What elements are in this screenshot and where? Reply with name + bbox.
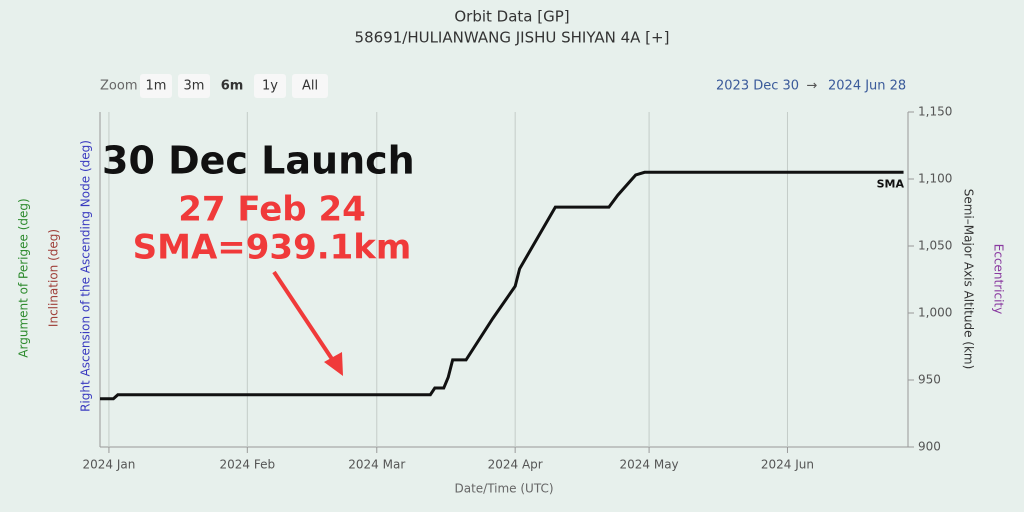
eccentricity-axis-title: Eccentricity (992, 244, 1006, 314)
zoom-button[interactable] (254, 74, 286, 98)
zoom-button-label[interactable]: All (302, 79, 318, 94)
x-tick-label: 2024 Jan (82, 458, 135, 472)
annotation: 30 Dec Launch (102, 139, 415, 183)
series-label: SMA (877, 177, 905, 190)
zoom-button-label[interactable]: 3m (184, 79, 205, 94)
range-arrow: → (807, 79, 818, 94)
y-tick-label: 1,100 (918, 172, 952, 186)
chart-subtitle: 58691/HULIANWANG JISHU SHIYAN 4A [+] (355, 29, 670, 47)
x-tick-label: 2024 Apr (488, 458, 543, 472)
zoom-button[interactable] (178, 74, 210, 98)
zoom-button-label[interactable]: 1y (262, 79, 278, 94)
range-display: 2023 Dec 30 → 2024 Jun 28 (716, 79, 906, 94)
y-tick-label: 900 (918, 440, 941, 454)
left-axis-title: Right Ascension of the Ascending Node (d… (79, 140, 93, 412)
y-tick-label: 1,000 (918, 306, 952, 320)
range-from: 2023 Dec 30 (716, 79, 799, 94)
y-tick-label: 1,150 (918, 105, 952, 119)
x-tick-label: 2024 Jun (761, 458, 814, 472)
zoom-button[interactable] (140, 74, 172, 98)
x-axis-title: Date/Time (UTC) (454, 482, 553, 496)
chart-title: Orbit Data [GP] (454, 8, 569, 26)
series-line (100, 170, 904, 401)
y-axis-title: Semi–Major Axis Altitude (km) (962, 189, 976, 370)
zoom-button[interactable] (292, 74, 328, 98)
annotation: SMA=939.1km (133, 228, 412, 268)
annotation-arrowhead (324, 352, 343, 376)
annotation: 27 Feb 24 (178, 190, 366, 230)
x-tick-label: 2024 May (619, 458, 678, 472)
range-to: 2024 Jun 28 (828, 79, 906, 94)
zoom-label: Zoom (100, 79, 137, 94)
left-axis-title: Argument of Perigee (deg) (17, 198, 31, 357)
annotation-arrow (272, 270, 336, 364)
x-tick-label: 2024 Mar (348, 458, 405, 472)
y-tick-label: 1,050 (918, 239, 952, 253)
zoom-button-label[interactable]: 1m (146, 79, 167, 94)
y-tick-label: 950 (918, 373, 941, 387)
left-axis-title: Inclination (deg) (47, 229, 61, 327)
zoom-button-label[interactable]: 6m (221, 79, 244, 94)
x-tick-label: 2024 Feb (220, 458, 276, 472)
zoom-button[interactable] (216, 74, 248, 98)
